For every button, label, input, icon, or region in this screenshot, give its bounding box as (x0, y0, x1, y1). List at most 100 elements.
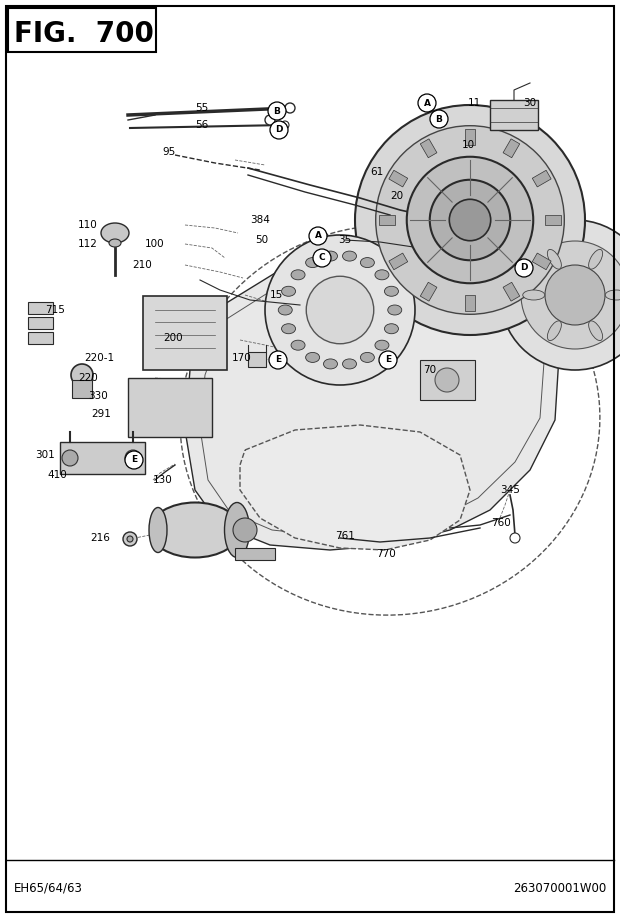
Ellipse shape (523, 290, 545, 300)
Text: E: E (385, 355, 391, 364)
Text: E: E (131, 455, 137, 465)
Text: 61: 61 (370, 167, 383, 177)
Bar (28, 317, 53, 329)
Bar (248, 352, 266, 367)
Polygon shape (185, 255, 560, 550)
Text: 70: 70 (423, 365, 436, 375)
Ellipse shape (149, 508, 167, 553)
Circle shape (265, 235, 415, 385)
Ellipse shape (375, 341, 389, 350)
Circle shape (270, 121, 288, 139)
Ellipse shape (281, 286, 296, 297)
Circle shape (430, 110, 448, 128)
Circle shape (281, 121, 289, 129)
Ellipse shape (324, 359, 337, 369)
Circle shape (285, 103, 295, 113)
Bar (389, 253, 408, 270)
Circle shape (435, 368, 459, 392)
Text: D: D (275, 126, 283, 135)
Text: B: B (273, 106, 280, 116)
Ellipse shape (360, 353, 374, 363)
Bar (28, 302, 53, 314)
Polygon shape (240, 425, 470, 550)
Text: 11: 11 (468, 98, 481, 108)
Bar (72, 380, 92, 398)
Ellipse shape (291, 270, 305, 280)
Circle shape (309, 227, 327, 245)
Text: 210: 210 (132, 260, 152, 270)
Text: 100: 100 (145, 239, 165, 249)
Ellipse shape (388, 305, 402, 315)
Circle shape (510, 533, 520, 543)
Text: 170: 170 (232, 353, 252, 363)
Text: B: B (436, 115, 443, 124)
Circle shape (265, 115, 275, 125)
Ellipse shape (384, 324, 399, 334)
Text: 10: 10 (462, 140, 475, 150)
Ellipse shape (360, 258, 374, 267)
Circle shape (430, 180, 510, 260)
Circle shape (313, 249, 331, 267)
Text: 760: 760 (491, 518, 511, 528)
Text: EH65/64/63: EH65/64/63 (14, 881, 83, 894)
Bar (60, 442, 145, 474)
Circle shape (268, 102, 286, 120)
Ellipse shape (605, 290, 620, 300)
Circle shape (125, 450, 141, 466)
Ellipse shape (224, 502, 249, 557)
Circle shape (521, 241, 620, 349)
Bar (420, 282, 437, 301)
Ellipse shape (588, 250, 603, 269)
Text: C: C (319, 253, 326, 263)
FancyBboxPatch shape (128, 378, 212, 437)
Circle shape (269, 351, 287, 369)
Bar (545, 215, 561, 225)
Circle shape (407, 157, 533, 284)
Ellipse shape (342, 359, 356, 369)
Text: 715: 715 (45, 305, 65, 315)
Text: 410: 410 (47, 470, 67, 480)
Circle shape (500, 220, 620, 370)
Text: 50: 50 (255, 235, 268, 245)
Circle shape (125, 451, 143, 469)
Text: E: E (275, 355, 281, 364)
Text: 330: 330 (88, 391, 108, 401)
Text: A: A (314, 231, 322, 241)
Ellipse shape (150, 502, 240, 557)
Text: 770: 770 (376, 549, 396, 559)
Text: 130: 130 (153, 475, 173, 485)
Circle shape (62, 450, 78, 466)
Circle shape (450, 199, 490, 241)
Ellipse shape (375, 270, 389, 280)
Text: 56: 56 (195, 120, 208, 130)
Circle shape (355, 105, 585, 335)
Text: 95: 95 (162, 147, 175, 157)
Circle shape (123, 532, 137, 546)
Circle shape (379, 351, 397, 369)
Bar (503, 282, 520, 301)
Bar (235, 548, 275, 560)
Ellipse shape (342, 252, 356, 261)
Text: 263070001W00: 263070001W00 (513, 881, 606, 894)
Bar (28, 332, 53, 344)
Circle shape (545, 265, 605, 325)
Bar (465, 295, 475, 311)
Ellipse shape (291, 341, 305, 350)
Bar (379, 215, 395, 225)
Text: 220-1: 220-1 (84, 353, 114, 363)
Ellipse shape (278, 305, 292, 315)
Text: 35: 35 (338, 235, 352, 245)
Ellipse shape (588, 321, 603, 341)
Circle shape (127, 536, 133, 542)
Ellipse shape (324, 252, 337, 261)
Text: 291: 291 (91, 409, 111, 419)
Text: 110: 110 (78, 220, 98, 230)
Ellipse shape (547, 250, 561, 269)
Bar (533, 170, 551, 187)
Text: 220: 220 (78, 373, 98, 383)
Text: 30: 30 (523, 98, 536, 108)
Ellipse shape (281, 324, 296, 334)
Bar (503, 139, 520, 158)
Ellipse shape (109, 239, 121, 247)
Ellipse shape (101, 223, 129, 243)
